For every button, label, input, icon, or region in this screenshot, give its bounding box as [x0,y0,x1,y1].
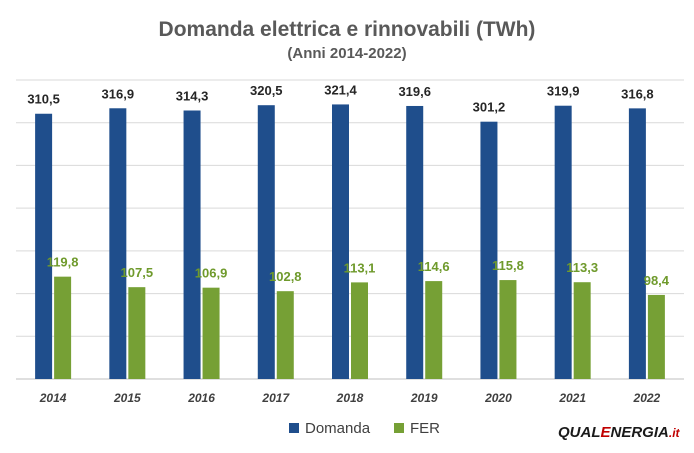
data-label-domanda: 314,3 [176,88,209,103]
x-axis-ticks: 2014 2015 2016 2017 2018 2019 2020 2021 2022 [39,391,661,405]
bar-domanda [406,105,424,380]
bar-fer [202,287,220,379]
data-label-domanda: 310,5 [27,92,60,107]
data-label-fer: 113,3 [566,260,598,275]
x-tick-label: 2022 [633,391,661,405]
data-label-domanda: 301,2 [473,100,506,115]
bar-fer [128,287,146,379]
bar-fer [351,282,368,379]
bar-fer [573,282,591,379]
data-label-fer: 113,1 [344,260,376,275]
legend: Domanda FER [289,420,440,437]
bar-fer [425,281,443,379]
x-tick-label: 2017 [261,391,290,405]
x-tick-label: 2016 [187,391,215,405]
data-label-fer: 115,8 [492,258,524,273]
bar-fer [647,294,665,379]
data-labels: 310,5 119,8 316,9 107,5 314,3 106,9 320,5 102,8… [27,82,669,288]
bar-domanda [109,108,127,379]
bar-fer [276,291,294,379]
x-tick-label: 2014 [39,391,67,405]
chart-subtitle: (Anni 2014-2022) [287,45,406,62]
data-label-domanda: 321,4 [324,82,357,97]
bar-fer [54,276,72,379]
bar-domanda [554,105,572,380]
bar-domanda [183,110,201,380]
data-label-fer: 102,8 [269,269,302,284]
data-label-domanda: 319,9 [547,84,580,99]
x-tick-label: 2018 [336,391,364,405]
data-label-fer: 107,5 [121,265,154,280]
legend-label-fer: FER [410,420,440,437]
x-tick-label: 2020 [484,391,512,405]
logo: QUALENERGIA.it [558,424,681,441]
x-tick-label: 2019 [410,391,438,405]
legend-swatch-fer [394,423,404,433]
data-label-domanda: 320,5 [250,83,283,98]
chart-title: Domanda elettrica e rinnovabili (TWh) [159,18,536,41]
bar-domanda [480,121,498,379]
bar-domanda [628,108,646,379]
bar-domanda [332,104,349,380]
data-label-domanda: 316,8 [621,86,654,101]
data-label-domanda: 319,6 [398,84,431,99]
x-tick-label: 2015 [113,391,141,405]
bar-domanda [35,113,53,379]
logo-text: QUALENERGIA.it [558,424,681,441]
bar-fer [499,280,517,379]
bar-domanda [257,105,275,380]
data-label-fer: 119,8 [47,255,79,270]
data-label-fer: 106,9 [195,266,228,281]
bars [35,104,665,380]
data-label-fer: 98,4 [644,273,670,288]
data-label-domanda: 316,9 [102,86,135,101]
legend-label-domanda: Domanda [305,420,371,437]
data-label-fer: 114,6 [418,259,450,274]
legend-swatch-domanda [289,423,299,433]
x-tick-label: 2021 [558,391,586,405]
gridlines [16,79,684,380]
